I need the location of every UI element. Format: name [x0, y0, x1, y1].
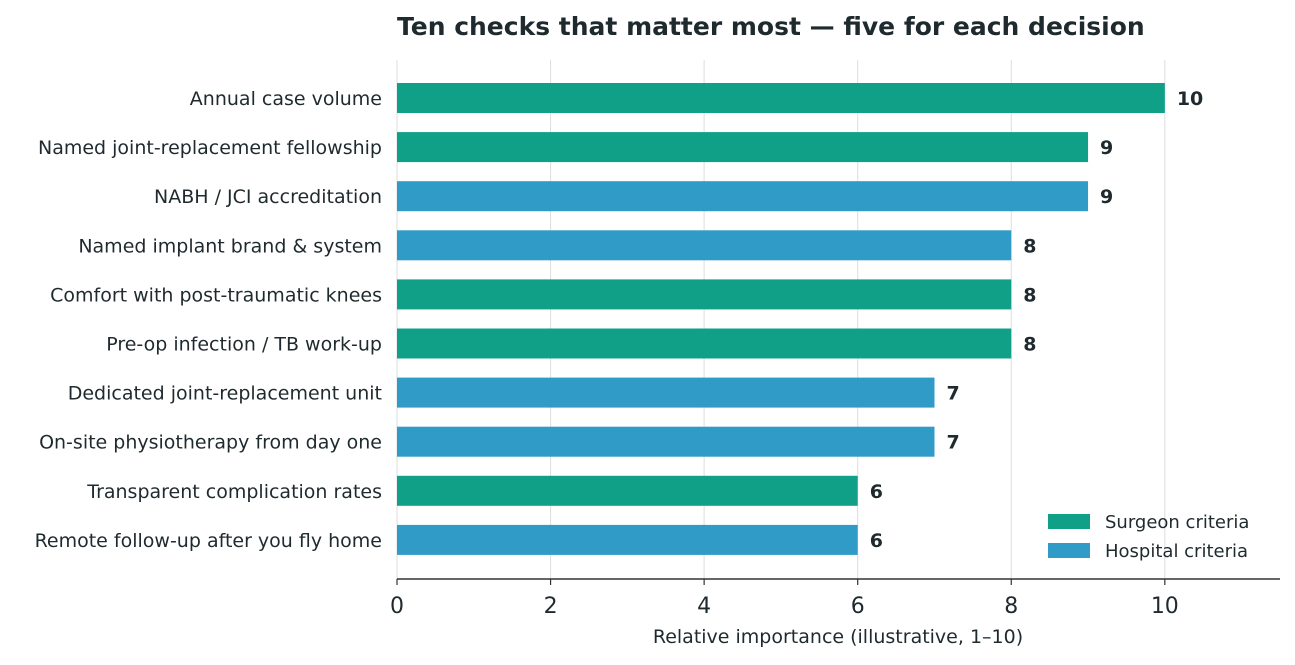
value-label: 6: [870, 481, 883, 503]
value-label: 10: [1177, 88, 1203, 110]
bar: [397, 132, 1089, 163]
legend-label: Surgeon criteria: [1105, 512, 1249, 533]
category-label: Named joint-replacement fellowship: [38, 137, 382, 159]
bar: [397, 475, 858, 506]
value-label: 9: [1100, 186, 1113, 208]
legend: Surgeon criteria Hospital criteria: [1048, 512, 1249, 562]
value-label: 8: [1023, 235, 1036, 257]
chart-title: Ten checks that matter most — five for e…: [397, 12, 1145, 41]
legend-swatch: [1048, 514, 1090, 529]
x-tick-label: 10: [1151, 594, 1179, 619]
bar: [397, 426, 935, 457]
category-label: Named implant brand & system: [78, 235, 382, 257]
value-label: 6: [870, 530, 883, 552]
bar: [397, 230, 1012, 261]
x-axis-title: Relative importance (illustrative, 1–10): [653, 626, 1023, 648]
x-tick-label: 0: [390, 594, 404, 619]
category-label: Pre-op infection / TB work-up: [106, 334, 382, 356]
x-tick-label: 6: [851, 594, 865, 619]
bar: [397, 279, 1012, 310]
category-label: Annual case volume: [190, 88, 382, 110]
bar: [397, 377, 935, 408]
bars: Annual case volume 10 Named joint-replacem…: [35, 83, 1203, 555]
bar: [397, 524, 858, 555]
legend-swatch: [1048, 543, 1090, 558]
bar: [397, 328, 1012, 359]
value-label: 8: [1023, 284, 1036, 306]
bar: [397, 83, 1165, 113]
value-label: 9: [1100, 137, 1113, 159]
x-axis: 0 2 4 6 8 10: [390, 578, 1280, 619]
value-label: 7: [946, 383, 959, 405]
bar: [397, 181, 1089, 212]
category-label: Comfort with post-traumatic knees: [50, 284, 382, 306]
category-label: NABH / JCI accreditation: [154, 186, 382, 208]
value-label: 8: [1023, 334, 1036, 356]
category-label: Dedicated joint-replacement unit: [68, 383, 382, 405]
legend-label: Hospital criteria: [1105, 541, 1248, 562]
x-tick-label: 4: [697, 594, 711, 619]
x-tick-label: 8: [1004, 594, 1018, 619]
x-tick-label: 2: [544, 594, 558, 619]
category-label: On-site physiotherapy from day one: [39, 432, 382, 454]
category-label: Remote follow-up after you fly home: [35, 530, 382, 552]
value-label: 7: [946, 432, 959, 454]
category-label: Transparent complication rates: [86, 481, 382, 503]
